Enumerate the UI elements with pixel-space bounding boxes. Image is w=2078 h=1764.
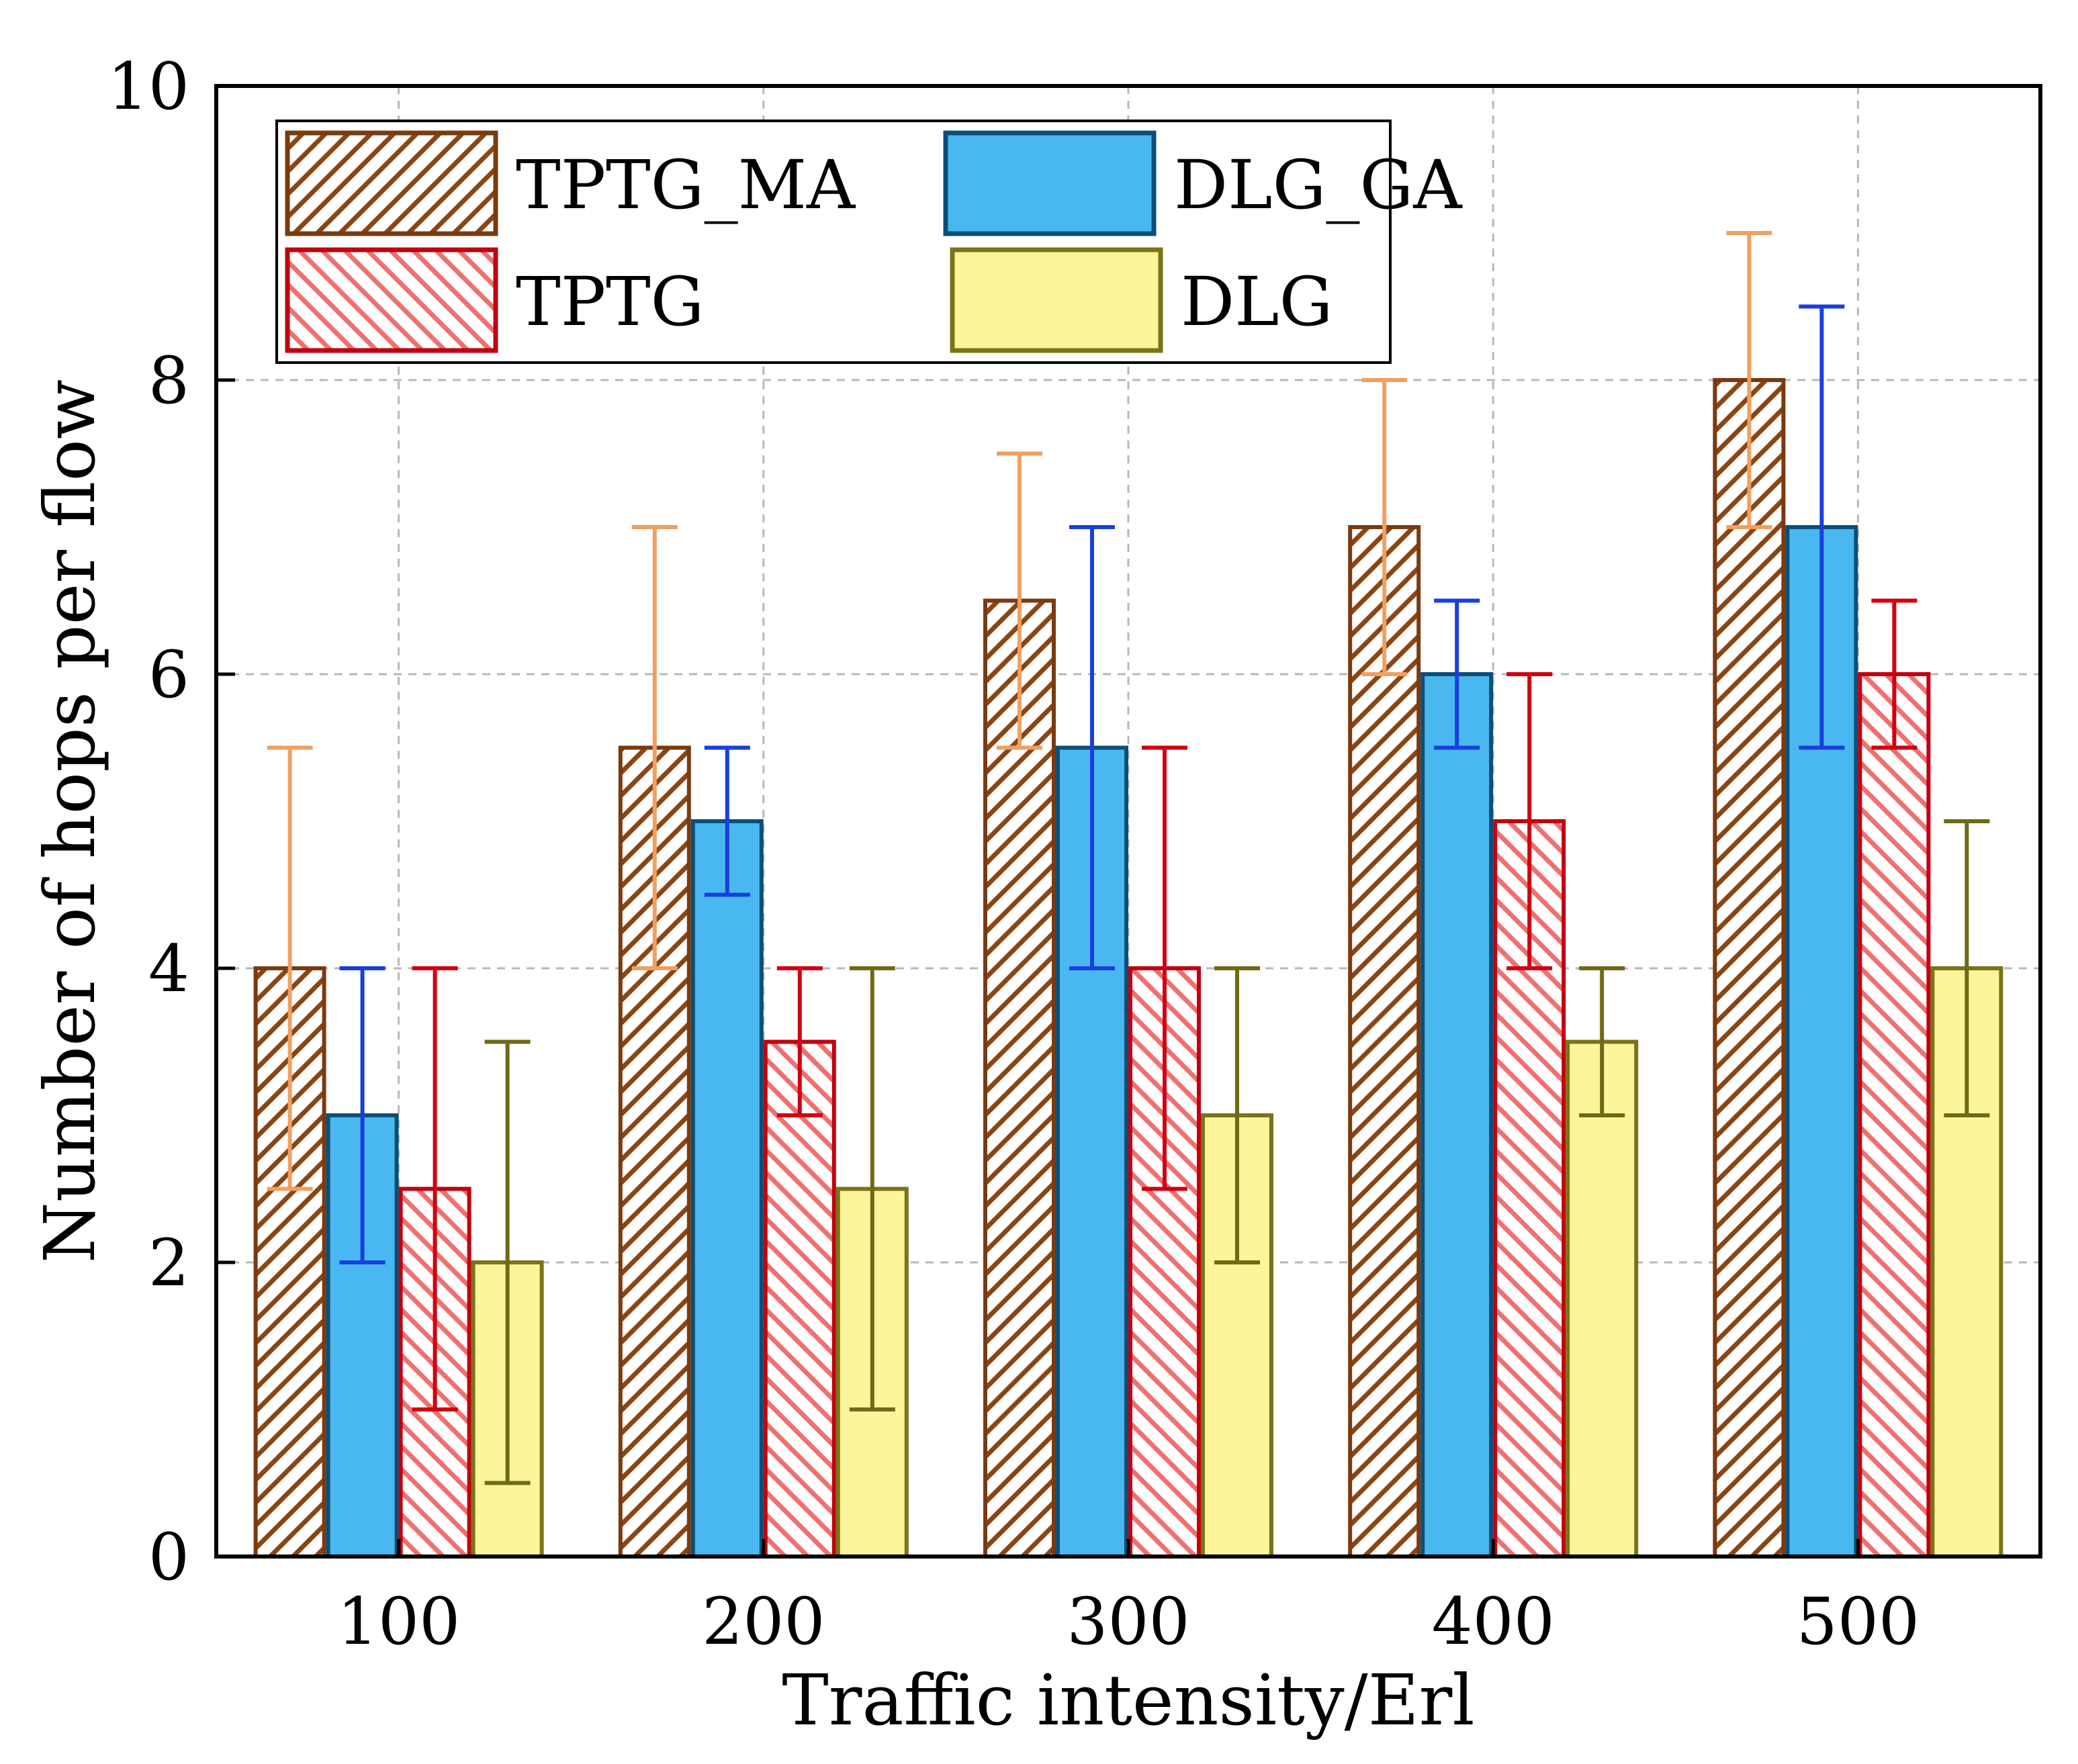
y-tick-label: 2: [148, 1225, 189, 1301]
legend-label: TPTG: [516, 263, 705, 341]
error-bar-tptg-ma: [1361, 378, 1408, 676]
error-bar-tptg-ma: [997, 451, 1042, 750]
y-axis-title: Number of hops per flow: [29, 379, 111, 1263]
error-bar-dlg-ga: [1434, 598, 1480, 750]
legend-label: DLG_GA: [1174, 146, 1463, 224]
legend-item-tptg: TPTG: [285, 247, 705, 353]
y-axis: 0 2 4 6 8 10: [107, 49, 235, 1595]
legend: TPTG_MA DLG_GA TPTG DLG: [275, 120, 1463, 364]
x-axis: 100 200 300 400 500: [337, 1539, 1919, 1659]
error-bar-dlg-ga: [1069, 525, 1115, 970]
legend-item-dlg-ga: DLG_GA: [943, 130, 1463, 236]
error-bar-tptg: [776, 966, 823, 1117]
bar-dlg: [1566, 1039, 1639, 1559]
legend-swatch: [285, 247, 498, 353]
bar-dlg-ga: [1420, 672, 1494, 1559]
error-bar-tptg-ma: [267, 745, 313, 1191]
error-bar-dlg: [1214, 966, 1260, 1264]
error-bar-tptg-ma: [1726, 231, 1772, 529]
bar-dlg-ga: [690, 819, 764, 1559]
y-tick-label: 0: [148, 1520, 189, 1595]
y-tick-label: 4: [148, 931, 189, 1007]
legend-label: TPTG_MA: [516, 146, 856, 224]
error-bar-dlg: [849, 966, 895, 1411]
error-bar-dlg-ga: [704, 745, 750, 897]
x-tick-label: 300: [1067, 1584, 1189, 1659]
bar-tptg: [1858, 672, 1931, 1559]
bar-tptg-ma: [1713, 378, 1786, 1559]
legend-label: DLG: [1181, 263, 1332, 341]
bar-tptg-ma: [1348, 525, 1421, 1559]
x-tick-label: 200: [702, 1584, 825, 1659]
error-bar-tptg: [1871, 598, 1917, 750]
legend-swatch: [950, 247, 1163, 353]
legend-swatch: [285, 130, 498, 236]
y-tick-label: 6: [148, 637, 189, 712]
legend-item-tptg-ma: TPTG_MA: [285, 130, 856, 236]
error-bar-dlg-ga: [339, 966, 386, 1264]
error-bars: [267, 231, 1990, 1485]
error-bar-tptg-ma: [631, 525, 678, 970]
legend-item-dlg: DLG: [950, 247, 1332, 353]
x-tick-label: 500: [1797, 1584, 1919, 1659]
x-tick-label: 400: [1432, 1584, 1555, 1659]
y-tick-label: 8: [148, 343, 189, 418]
error-bar-dlg: [1579, 966, 1625, 1117]
legend-swatch: [943, 130, 1157, 236]
error-bar-tptg: [1142, 745, 1187, 1191]
error-bar-dlg-ga: [1799, 304, 1845, 750]
error-bar-tptg: [412, 966, 458, 1411]
error-bar-dlg: [484, 1039, 531, 1485]
y-tick-label: 10: [107, 49, 189, 124]
x-axis-title: Traffic intensity/Erl: [782, 1659, 1474, 1741]
error-bar-dlg: [1944, 819, 1990, 1117]
x-tick-label: 100: [337, 1584, 460, 1659]
bar-tptg: [763, 1039, 836, 1559]
error-bar-tptg: [1506, 672, 1553, 970]
